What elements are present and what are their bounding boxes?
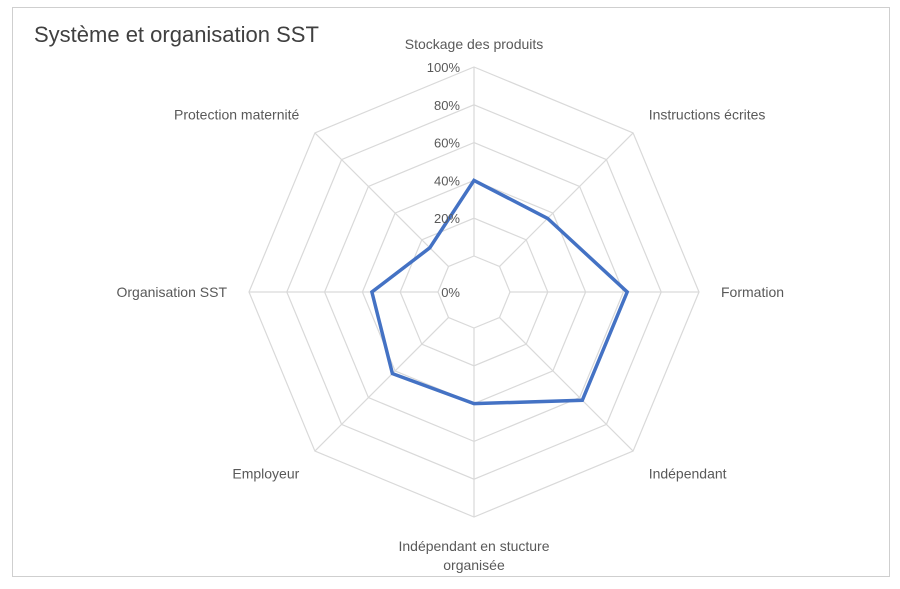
category-label: Employeur: [232, 466, 299, 482]
radar-series: [369, 178, 630, 406]
axis-spoke: [499, 132, 634, 267]
radar-tick-labels: 0% 20% 40% 60% 80% 100%: [427, 60, 461, 300]
category-label: Instructions écrites: [649, 106, 766, 122]
radar-axes: [249, 67, 699, 517]
category-label: Protection maternité: [174, 106, 299, 122]
category-label: Formation: [721, 284, 784, 300]
category-label: Organisation SST: [117, 284, 228, 300]
radar-category-labels: Stockage des produits Instructions écrite…: [117, 36, 785, 573]
tick-label: 80%: [434, 98, 460, 113]
chart-frame: [12, 7, 890, 577]
category-label: Indépendant: [649, 466, 727, 482]
tick-label: 60%: [434, 136, 460, 151]
tick-label: 40%: [434, 173, 460, 188]
tick-label: 100%: [427, 60, 461, 75]
category-label: Stockage des produits: [405, 36, 544, 52]
tick-label: 20%: [434, 211, 460, 226]
axis-spoke: [314, 317, 449, 452]
category-label: Indépendant en stucture organisée: [398, 538, 549, 573]
axis-spoke: [499, 317, 634, 452]
chart-title: Système et organisation SST: [34, 22, 319, 47]
tick-label: 0%: [441, 285, 460, 300]
axis-spoke: [314, 132, 449, 267]
